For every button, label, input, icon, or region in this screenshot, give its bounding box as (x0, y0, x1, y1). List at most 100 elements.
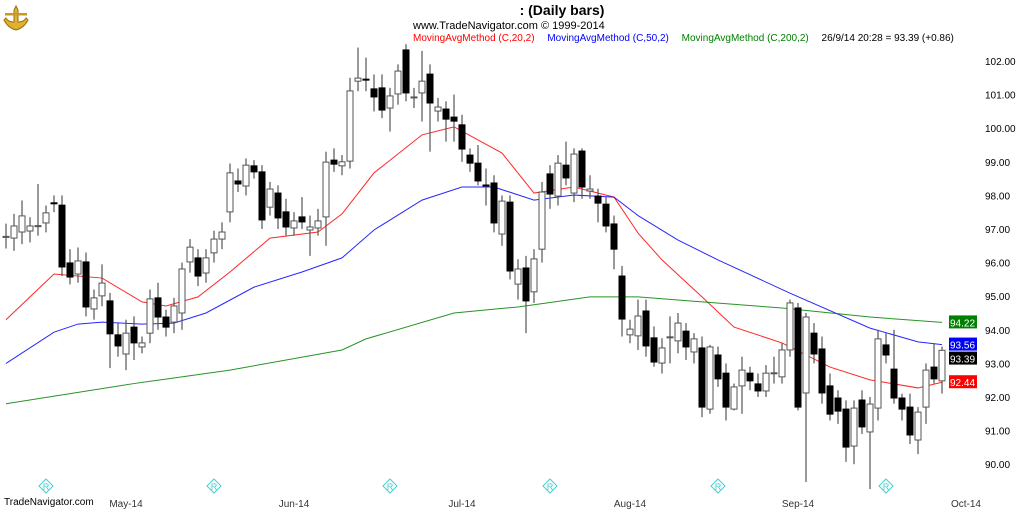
last-quote: 26/9/14 20:28 = 93.39 (+0.86) (821, 33, 954, 44)
price-label-box (949, 351, 977, 365)
candle-body-down (66, 262, 74, 278)
candle (778, 343, 786, 384)
candle (642, 299, 650, 357)
candle (330, 148, 338, 172)
candle (834, 390, 842, 424)
event-marker-letter: R (883, 482, 890, 492)
candle (746, 366, 754, 391)
candle (530, 249, 538, 303)
candle (234, 168, 242, 193)
candle-body-down (234, 180, 242, 185)
candle (250, 160, 258, 179)
candle-body-down (930, 366, 938, 380)
candle (138, 336, 146, 354)
candle-body-up (658, 347, 666, 364)
y-tick-label: 93.00 (985, 359, 1010, 370)
candle-body-up (922, 369, 930, 408)
candle-body-down (474, 162, 482, 182)
candle-body-down (826, 385, 834, 415)
candle-body-up (690, 338, 698, 353)
candle (314, 208, 322, 236)
y-tick-label: 95.00 (985, 292, 1010, 303)
candle-body-down (890, 368, 898, 399)
candle (370, 74, 378, 112)
event-marker-diamond (542, 478, 558, 494)
candle-body-up (226, 172, 234, 213)
candle (858, 390, 866, 434)
candle (714, 346, 722, 387)
y-tick-label: 97.00 (985, 225, 1010, 236)
candle (458, 114, 466, 162)
candle-body-up (762, 372, 770, 392)
candle (258, 165, 266, 229)
legend-ma200[interactable]: MovingAvgMethod (C,200,2) (681, 33, 809, 44)
candle-body-down (834, 397, 842, 412)
candle-body-up (914, 411, 922, 441)
candle (2, 223, 10, 249)
candle-body-down (426, 73, 434, 104)
legend-ma20[interactable]: MovingAvgMethod (C,20,2) (413, 33, 535, 44)
candle (394, 64, 402, 105)
event-marker-letter: R (715, 482, 722, 492)
candle-body-down (610, 223, 618, 250)
candle (346, 77, 354, 169)
candle-body-up (738, 369, 746, 387)
candle-body-down (458, 124, 466, 150)
candle-body-down (162, 316, 170, 328)
candle-body-up (586, 188, 594, 192)
candle-body-up (674, 322, 682, 342)
candle-body-down (794, 307, 802, 408)
candle-body-up (434, 106, 442, 112)
candle (570, 148, 578, 203)
moving-average-line-20 (5, 126, 943, 389)
candle-body-up (186, 246, 194, 263)
candle-body-down (282, 211, 290, 228)
candle-body-down (506, 201, 514, 272)
y-tick-label: 96.00 (985, 259, 1010, 270)
candle-body-down (754, 383, 762, 392)
candle (754, 373, 762, 397)
candle-body-up (266, 188, 274, 208)
candle (186, 239, 194, 273)
candle-body-down (698, 347, 706, 408)
candle (178, 262, 186, 330)
candle-body-up (626, 328, 634, 336)
candle-body-down (562, 164, 570, 179)
candle (610, 215, 618, 270)
candle-body-down (402, 49, 410, 94)
candle-body-up (178, 268, 186, 314)
event-marker-diamond (710, 478, 726, 494)
candle-body-down (154, 297, 162, 318)
moving-average-line-200 (5, 296, 943, 405)
candle-body-up (666, 336, 674, 339)
price-label-box (949, 375, 977, 389)
price-label-text: 93.39 (950, 355, 975, 366)
candle (202, 249, 210, 283)
candle-body-down (490, 182, 498, 224)
candle (546, 165, 554, 209)
event-marker-diamond (878, 478, 894, 494)
candle (514, 259, 522, 300)
candle-body-down (258, 171, 266, 221)
price-label-text: 92.44 (950, 378, 975, 389)
candle (122, 319, 130, 371)
event-marker-letter: R (387, 482, 394, 492)
candle (506, 195, 514, 280)
event-marker-letter: R (43, 482, 50, 492)
candle-body-up (386, 95, 394, 109)
candle-body-up (306, 226, 314, 231)
candle-body-up (802, 316, 810, 394)
legend-ma50[interactable]: MovingAvgMethod (C,50,2) (547, 33, 669, 44)
candle (938, 346, 946, 394)
candle-body-down (594, 195, 602, 204)
candle-body-down (682, 330, 690, 348)
y-tick-label: 91.00 (985, 427, 1010, 438)
candle (282, 198, 290, 236)
candle (794, 302, 802, 411)
candle (770, 356, 778, 384)
candle-body-up (98, 282, 106, 297)
candle-body-up (706, 346, 714, 410)
event-marker-icon: R (38, 478, 54, 494)
candle-body-down (578, 150, 586, 188)
